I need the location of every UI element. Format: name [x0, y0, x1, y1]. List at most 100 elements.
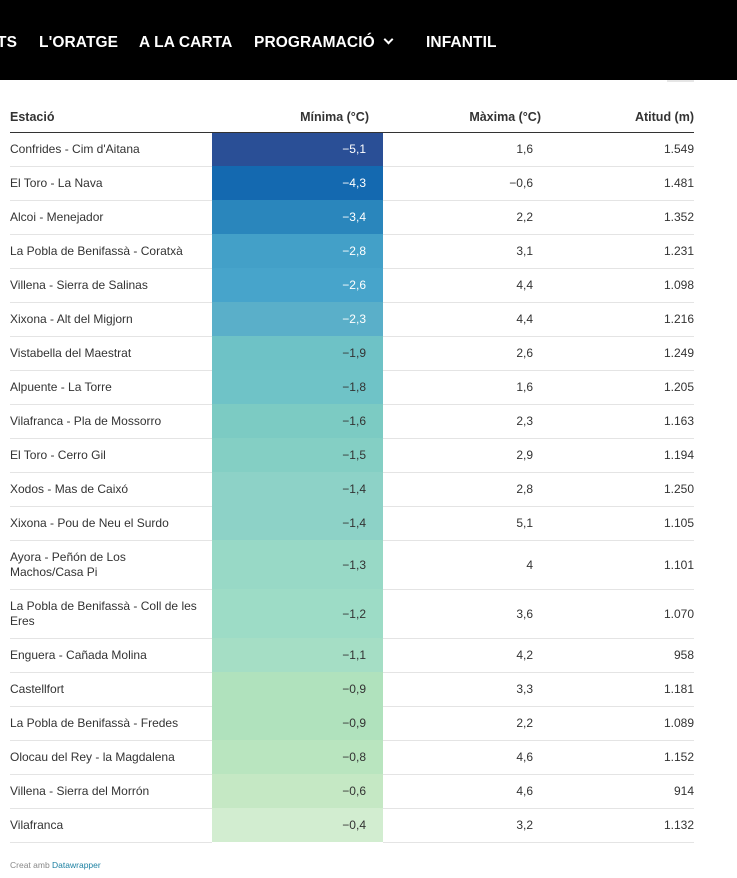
station-cell: Vilafranca — [10, 808, 212, 843]
table-row: Vilafranca −0,4 3,2 1.132 — [10, 808, 694, 843]
altitude-cell: 1.250 — [541, 472, 694, 507]
table-row: La Pobla de Benifassà - Coll de les Eres… — [10, 589, 694, 639]
altitude-cell: 1.231 — [541, 234, 694, 269]
column-header-station[interactable]: Estació — [10, 80, 212, 133]
max-temp-cell: 5,1 — [383, 506, 541, 541]
station-cell: Ayora - Peñón de Los Machos/Casa Pi — [10, 540, 212, 590]
altitude-cell: 1.181 — [541, 672, 694, 707]
altitude-cell: 1.352 — [541, 200, 694, 235]
station-cell: Vistabella del Maestrat — [10, 336, 212, 371]
altitude-cell: 1.132 — [541, 808, 694, 843]
max-temp-cell: 2,8 — [383, 472, 541, 507]
table-header-row: Estació Mínima (°C) Màxima (°C) Atitud (… — [10, 80, 694, 133]
column-header-max[interactable]: Màxima (°C) — [383, 80, 541, 133]
min-temp-cell: −1,1 — [212, 638, 383, 672]
altitude-cell: 1.070 — [541, 589, 694, 639]
station-cell: Xixona - Pou de Neu el Surdo — [10, 506, 212, 541]
table-row: Castellfort −0,9 3,3 1.181 — [10, 672, 694, 707]
max-temp-cell: 4,2 — [383, 638, 541, 673]
temperature-table: Estació Mínima (°C) Màxima (°C) Atitud (… — [10, 80, 694, 843]
nav-item-programacio[interactable]: PROGRAMACIÓ — [254, 0, 394, 80]
station-cell: La Pobla de Benifassà - Coll de les Eres — [10, 589, 212, 639]
altitude-cell: 1.105 — [541, 506, 694, 541]
min-temp-cell: −0,9 — [212, 706, 383, 740]
min-temp-cell: −1,2 — [212, 589, 383, 638]
altitude-cell: 1.089 — [541, 706, 694, 741]
table-row: La Pobla de Benifassà - Coratxà −2,8 3,1 1.… — [10, 234, 694, 269]
max-temp-cell: 3,6 — [383, 589, 541, 639]
column-header-altitude[interactable]: Atitud (m) — [541, 80, 694, 133]
station-cell: Villena - Sierra del Morrón — [10, 774, 212, 809]
altitude-cell: 1.101 — [541, 540, 694, 590]
table-body: Confrides - Cim d'Aitana −5,1 1,6 1.549 El T… — [10, 132, 694, 843]
max-temp-cell: 4,6 — [383, 740, 541, 775]
datawrapper-link[interactable]: Datawrapper — [52, 860, 101, 870]
station-cell: El Toro - Cerro Gil — [10, 438, 212, 473]
min-temp-cell: −2,6 — [212, 268, 383, 302]
table-row: Olocau del Rey - la Magdalena −0,8 4,6 1.15… — [10, 740, 694, 775]
altitude-cell: 1.163 — [541, 404, 694, 439]
min-temp-cell: −0,6 — [212, 774, 383, 808]
min-temp-cell: −1,4 — [212, 472, 383, 506]
station-cell: Xodos - Mas de Caixó — [10, 472, 212, 507]
table-row: Ayora - Peñón de Los Machos/Casa Pi −1,3 4… — [10, 540, 694, 590]
altitude-cell: 1.194 — [541, 438, 694, 473]
footer-credit-prefix: Creat amb — [10, 860, 53, 870]
table-row: Xodos - Mas de Caixó −1,4 2,8 1.250 — [10, 472, 694, 507]
altitude-cell: 1.481 — [541, 166, 694, 201]
max-temp-cell: 2,6 — [383, 336, 541, 371]
table-row: Xixona - Pou de Neu el Surdo −1,4 5,1 1.105 — [10, 506, 694, 541]
chevron-down-icon — [383, 34, 394, 45]
min-temp-cell: −3,4 — [212, 200, 383, 234]
max-temp-cell: 3,3 — [383, 672, 541, 707]
station-cell: La Pobla de Benifassà - Coratxà — [10, 234, 212, 269]
temperature-table-container: Estació Mínima (°C) Màxima (°C) Atitud (… — [10, 80, 694, 843]
max-temp-cell: 3,1 — [383, 234, 541, 269]
table-row: Vilafranca - Pla de Mossorro −1,6 2,3 1.163 — [10, 404, 694, 439]
station-cell: Vilafranca - Pla de Mossorro — [10, 404, 212, 439]
nav-item-programacio-label: PROGRAMACIÓ — [254, 34, 375, 51]
station-cell: El Toro - La Nava — [10, 166, 212, 201]
min-temp-cell: −2,8 — [212, 234, 383, 268]
max-temp-cell: −0,6 — [383, 166, 541, 201]
top-navigation: TS L'ORATGE A LA CARTA PROGRAMACIÓ INFAN… — [0, 0, 737, 80]
table-row: Enguera - Cañada Molina −1,1 4,2 958 — [10, 638, 694, 673]
station-cell: Villena - Sierra de Salinas — [10, 268, 212, 303]
min-temp-cell: −0,8 — [212, 740, 383, 774]
altitude-cell: 1.205 — [541, 370, 694, 405]
max-temp-cell: 1,6 — [383, 370, 541, 405]
table-row: Vistabella del Maestrat −1,9 2,6 1.249 — [10, 336, 694, 371]
nav-item-infantil[interactable]: INFANTIL — [426, 34, 497, 51]
min-temp-cell: −1,5 — [212, 438, 383, 472]
table-row: Villena - Sierra del Morrón −0,6 4,6 914 — [10, 774, 694, 809]
min-temp-cell: −4,3 — [212, 166, 383, 200]
altitude-cell: 1.216 — [541, 302, 694, 337]
altitude-cell: 1.098 — [541, 268, 694, 303]
altitude-cell: 1.152 — [541, 740, 694, 775]
station-cell: Confrides - Cim d'Aitana — [10, 132, 212, 167]
table-row: Alpuente - La Torre −1,8 1,6 1.205 — [10, 370, 694, 405]
min-temp-cell: −1,3 — [212, 540, 383, 589]
altitude-cell: 1.249 — [541, 336, 694, 371]
nav-item-a-la-carta[interactable]: A LA CARTA — [139, 34, 233, 51]
max-temp-cell: 3,2 — [383, 808, 541, 843]
table-row: El Toro - La Nava −4,3 −0,6 1.481 — [10, 166, 694, 201]
table-row: Xixona - Alt del Migjorn −2,3 4,4 1.216 — [10, 302, 694, 337]
nav-item-ts[interactable]: TS — [0, 34, 18, 51]
min-temp-cell: −1,8 — [212, 370, 383, 404]
max-temp-cell: 2,9 — [383, 438, 541, 473]
station-cell: La Pobla de Benifassà - Fredes — [10, 706, 212, 741]
altitude-cell: 914 — [541, 774, 694, 809]
max-temp-cell: 4,6 — [383, 774, 541, 809]
altitude-cell: 958 — [541, 638, 694, 673]
nav-item-oratge[interactable]: L'ORATGE — [39, 34, 119, 51]
station-cell: Xixona - Alt del Migjorn — [10, 302, 212, 337]
max-temp-cell: 2,2 — [383, 706, 541, 741]
min-temp-cell: −1,6 — [212, 404, 383, 438]
station-cell: Enguera - Cañada Molina — [10, 638, 212, 673]
max-temp-cell: 4,4 — [383, 302, 541, 337]
max-temp-cell: 2,2 — [383, 200, 541, 235]
min-temp-cell: −0,9 — [212, 672, 383, 706]
column-header-min[interactable]: Mínima (°C) — [212, 80, 383, 133]
station-cell: Castellfort — [10, 672, 212, 707]
